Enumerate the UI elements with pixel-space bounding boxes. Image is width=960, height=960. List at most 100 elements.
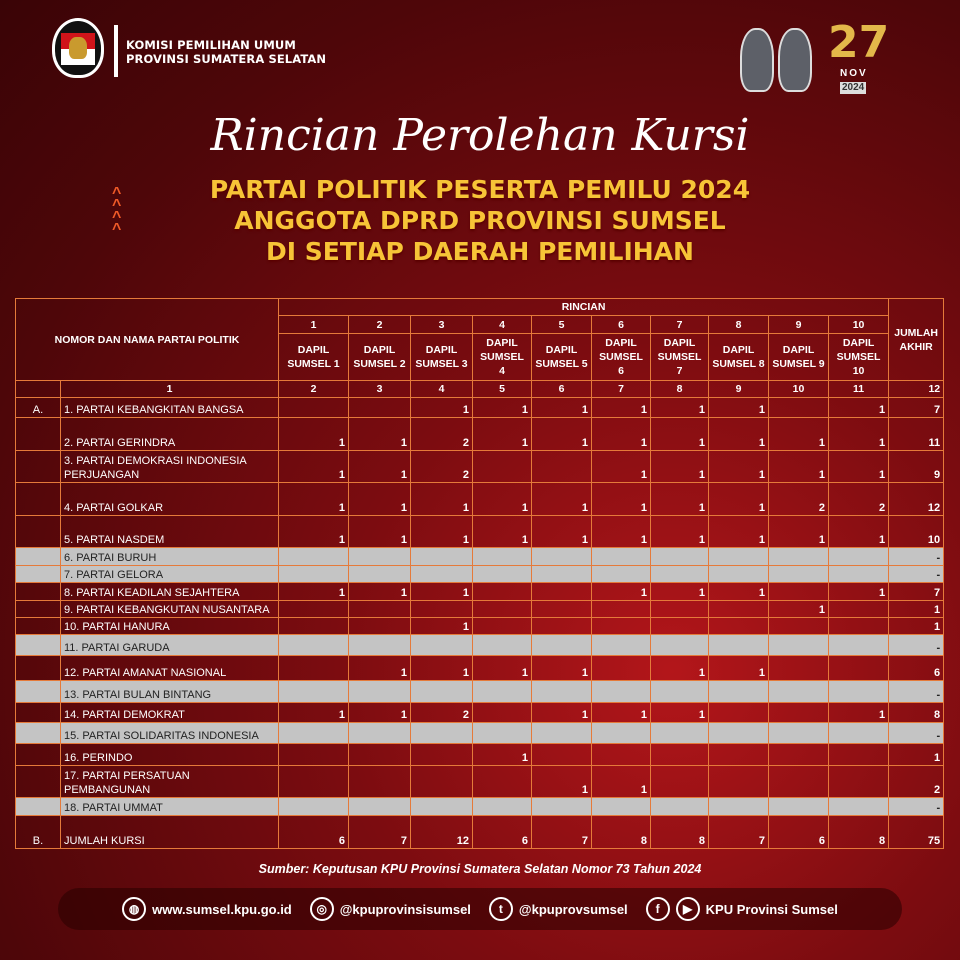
row-section — [15, 702, 61, 723]
table-row: 3. PARTAI DEMOKRASI INDONESIA PERJUANGAN… — [15, 450, 945, 483]
website-link[interactable]: ◍ www.sumsel.kpu.go.id — [122, 897, 292, 921]
dapil-total: 7 — [531, 815, 592, 849]
seat-count — [472, 565, 532, 583]
seat-count: 1 — [708, 582, 769, 601]
seat-count — [768, 547, 829, 566]
seat-count — [472, 797, 532, 816]
column-index: 2 — [278, 380, 349, 398]
seat-count: 1 — [827, 515, 890, 548]
facebook-youtube-link[interactable]: f ▶ KPU Provinsi Sumsel — [645, 897, 838, 921]
row-total: 8 — [888, 702, 945, 723]
seat-count: 1 — [348, 582, 411, 601]
total-label: JUMLAH KURSI — [60, 815, 279, 849]
table-row: 14. PARTAI DEMOKRAT 1 1 2 1 1 1 1 8 — [15, 702, 945, 723]
seat-count: 1 — [348, 655, 411, 681]
organization-name: KOMISI PEMILIHAN UMUM PROVINSI SUMATERA S… — [126, 38, 326, 66]
seat-count — [410, 547, 473, 566]
table-row: 10. PARTAI HANURA 1 1 — [15, 617, 945, 635]
seat-count: 1 — [591, 417, 651, 451]
seat-count — [472, 617, 532, 635]
seat-count: 1 — [531, 417, 592, 451]
party-name: 18. PARTAI UMMAT — [60, 797, 279, 816]
column-index: 5 — [472, 380, 532, 398]
seat-count — [768, 743, 829, 766]
column-index: 11 — [827, 380, 890, 398]
seat-count: 1 — [827, 417, 890, 451]
dapil-label: DAPIL SUMSEL 10 — [827, 333, 890, 381]
rincian-header: RINCIAN — [277, 298, 890, 316]
seat-count — [768, 702, 829, 723]
row-section — [15, 565, 61, 583]
row-section — [15, 797, 61, 816]
dapil-label: DAPIL SUMSEL 6 — [591, 333, 651, 381]
seat-count: 1 — [650, 450, 709, 483]
seat-count: 1 — [472, 655, 532, 681]
seat-count — [472, 680, 532, 703]
seat-count — [708, 617, 769, 635]
row-total: 9 — [888, 450, 945, 483]
row-section — [15, 743, 61, 766]
seat-count: 1 — [591, 450, 651, 483]
title-line-2: ANGGOTA DPRD PROVINSI SUMSEL — [234, 206, 726, 235]
row-section — [15, 634, 61, 656]
twitter-link[interactable]: t @kpuprovsumsel — [488, 897, 628, 921]
seat-count: 1 — [650, 397, 709, 418]
seat-count — [708, 547, 769, 566]
title-main: PARTAI POLITIK PESERTA PEMILU 2024 ANGGO… — [0, 174, 960, 267]
column-index: 3 — [348, 380, 411, 398]
seat-count — [768, 797, 829, 816]
table-row: 12. PARTAI AMANAT NASIONAL 1 1 1 1 1 1 6 — [15, 655, 945, 681]
table-row: 8. PARTAI KEADILAN SEJAHTERA 1 1 1 1 1 1 1 7 — [15, 582, 945, 601]
column-index: 4 — [410, 380, 473, 398]
seat-count: 1 — [278, 450, 349, 483]
seat-count — [827, 765, 890, 798]
title-line-3: DI SETIAP DAERAH PEMILIHAN — [266, 237, 694, 266]
seat-count — [708, 702, 769, 723]
seat-count: 1 — [472, 743, 532, 766]
seat-count — [348, 765, 411, 798]
party-name: 3. PARTAI DEMOKRASI INDONESIA PERJUANGAN — [60, 450, 279, 483]
seat-count — [827, 655, 890, 681]
seat-count — [650, 547, 709, 566]
title-line-1: PARTAI POLITIK PESERTA PEMILU 2024 — [209, 175, 751, 204]
seat-count: 1 — [591, 702, 651, 723]
seat-count — [348, 680, 411, 703]
seat-count — [708, 797, 769, 816]
party-name: 17. PARTAI PERSATUAN PEMBANGUNAN — [60, 765, 279, 798]
seat-count: 1 — [591, 582, 651, 601]
seat-count: 1 — [650, 582, 709, 601]
party-name: 11. PARTAI GARUDA — [60, 634, 279, 656]
row-total: 1 — [888, 743, 945, 766]
table-row: 9. PARTAI KEBANGKUTAN NUSANTARA 1 1 — [15, 600, 945, 618]
seat-count — [768, 765, 829, 798]
dapil-total: 6 — [472, 815, 532, 849]
seat-count — [472, 450, 532, 483]
total-row: B. JUMLAH KURSI 6 7 12 6 7 8 8 7 6 8 75 — [15, 815, 945, 849]
seat-count — [348, 743, 411, 766]
seat-count — [472, 600, 532, 618]
party-name: 1. PARTAI KEBANGKITAN BANGSA — [60, 397, 279, 418]
seat-count — [278, 680, 349, 703]
seat-count — [472, 582, 532, 601]
column-index: 7 — [591, 380, 651, 398]
seat-count — [278, 655, 349, 681]
seat-count — [827, 617, 890, 635]
seat-count — [650, 617, 709, 635]
dapil-total: 6 — [768, 815, 829, 849]
seat-count — [827, 634, 890, 656]
dapil-number: 10 — [827, 315, 890, 334]
seat-count — [591, 743, 651, 766]
seat-count: 1 — [768, 417, 829, 451]
seat-count: 1 — [650, 417, 709, 451]
instagram-link[interactable]: ◎ @kpuprovinsisumsel — [309, 897, 471, 921]
seat-count: 1 — [591, 482, 651, 516]
seat-count: 1 — [531, 702, 592, 723]
dapil-number: 8 — [708, 315, 769, 334]
seat-count: 1 — [410, 617, 473, 635]
dapil-total: 8 — [827, 815, 890, 849]
seat-count: 2 — [410, 450, 473, 483]
row-section: B. — [15, 815, 61, 849]
title-script: Rincian Perolehan Kursi — [210, 110, 750, 161]
youtube-icon: ▶ — [675, 897, 700, 921]
seat-count — [278, 617, 349, 635]
